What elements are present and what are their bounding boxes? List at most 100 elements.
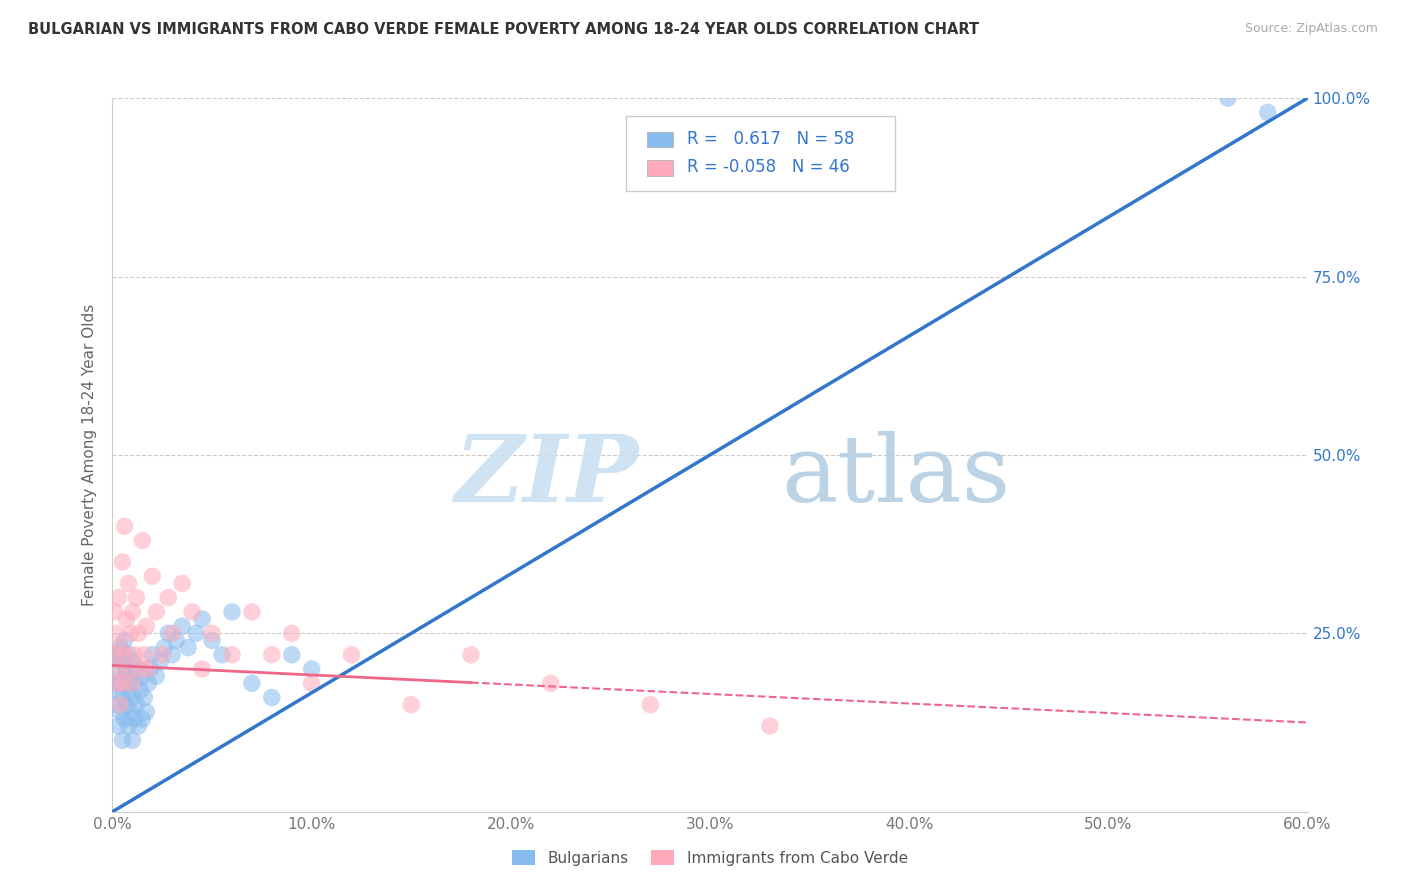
Point <box>141 569 163 583</box>
Point <box>111 690 134 705</box>
Point <box>401 698 423 712</box>
Point <box>135 619 157 633</box>
Point <box>107 648 129 662</box>
Point <box>129 683 152 698</box>
Point <box>540 676 562 690</box>
Point <box>114 648 135 662</box>
Point <box>149 655 172 669</box>
Point <box>115 662 138 676</box>
Point <box>460 648 482 662</box>
Point <box>115 612 138 626</box>
Text: R = -0.058   N = 46: R = -0.058 N = 46 <box>688 159 851 177</box>
Text: Source: ZipAtlas.com: Source: ZipAtlas.com <box>1244 22 1378 36</box>
Point <box>111 655 134 669</box>
Point <box>120 705 142 719</box>
Point <box>120 669 142 683</box>
Point <box>117 683 139 698</box>
Point <box>110 640 132 655</box>
Point <box>131 533 153 548</box>
Point <box>115 698 138 712</box>
Point <box>145 605 167 619</box>
FancyBboxPatch shape <box>647 132 673 147</box>
Point <box>177 640 200 655</box>
Point <box>103 676 125 690</box>
Point <box>138 676 160 690</box>
Point <box>124 648 146 662</box>
Point <box>114 669 135 683</box>
Point <box>139 662 162 676</box>
Point <box>105 662 128 676</box>
Point <box>117 576 139 591</box>
Point <box>107 683 129 698</box>
Point <box>162 648 183 662</box>
Point <box>127 626 149 640</box>
Point <box>150 648 173 662</box>
Point <box>186 626 208 640</box>
Point <box>157 626 180 640</box>
Point <box>135 705 157 719</box>
Point <box>121 655 143 669</box>
Point <box>117 662 139 676</box>
Point <box>125 591 148 605</box>
Point <box>107 719 129 733</box>
Point <box>124 712 146 726</box>
Point <box>120 626 142 640</box>
Point <box>260 648 283 662</box>
Point <box>129 662 152 676</box>
Point <box>134 690 156 705</box>
Legend: Bulgarians, Immigrants from Cabo Verde: Bulgarians, Immigrants from Cabo Verde <box>506 844 914 871</box>
Point <box>301 676 323 690</box>
Point <box>124 676 146 690</box>
Point <box>638 698 662 712</box>
Point <box>340 648 363 662</box>
Point <box>110 705 132 719</box>
Point <box>221 605 243 619</box>
Point <box>121 676 143 690</box>
Point <box>301 662 323 676</box>
Point <box>114 712 135 726</box>
Point <box>260 690 283 705</box>
Point <box>211 648 233 662</box>
Point <box>181 605 204 619</box>
Point <box>117 648 139 662</box>
Point <box>131 669 153 683</box>
Point <box>145 669 167 683</box>
Point <box>201 633 224 648</box>
Text: atlas: atlas <box>782 432 1011 521</box>
Point <box>157 591 180 605</box>
Point <box>107 662 129 676</box>
Point <box>125 698 148 712</box>
Point <box>105 626 128 640</box>
Text: BULGARIAN VS IMMIGRANTS FROM CABO VERDE FEMALE POVERTY AMONG 18-24 YEAR OLDS COR: BULGARIAN VS IMMIGRANTS FROM CABO VERDE … <box>28 22 979 37</box>
Point <box>107 591 129 605</box>
Point <box>131 712 153 726</box>
Point <box>121 690 143 705</box>
Point <box>191 662 214 676</box>
Point <box>117 719 139 733</box>
Point <box>114 519 135 533</box>
Point <box>121 605 143 619</box>
Point <box>240 676 263 690</box>
Point <box>121 733 143 747</box>
Point <box>240 605 263 619</box>
Point <box>281 648 304 662</box>
Point <box>110 676 132 690</box>
Point <box>110 698 132 712</box>
Point <box>759 719 782 733</box>
Point <box>134 648 156 662</box>
Point <box>111 733 134 747</box>
Point <box>191 612 214 626</box>
Point <box>110 640 132 655</box>
Point <box>103 605 125 619</box>
Point <box>111 555 134 569</box>
Point <box>281 626 304 640</box>
Point <box>105 676 128 690</box>
Text: R =   0.617   N = 58: R = 0.617 N = 58 <box>688 130 855 148</box>
Point <box>165 633 187 648</box>
Point <box>172 619 194 633</box>
Point <box>153 640 176 655</box>
Point <box>138 662 160 676</box>
Point <box>111 676 134 690</box>
Point <box>1257 105 1279 120</box>
Point <box>221 648 243 662</box>
